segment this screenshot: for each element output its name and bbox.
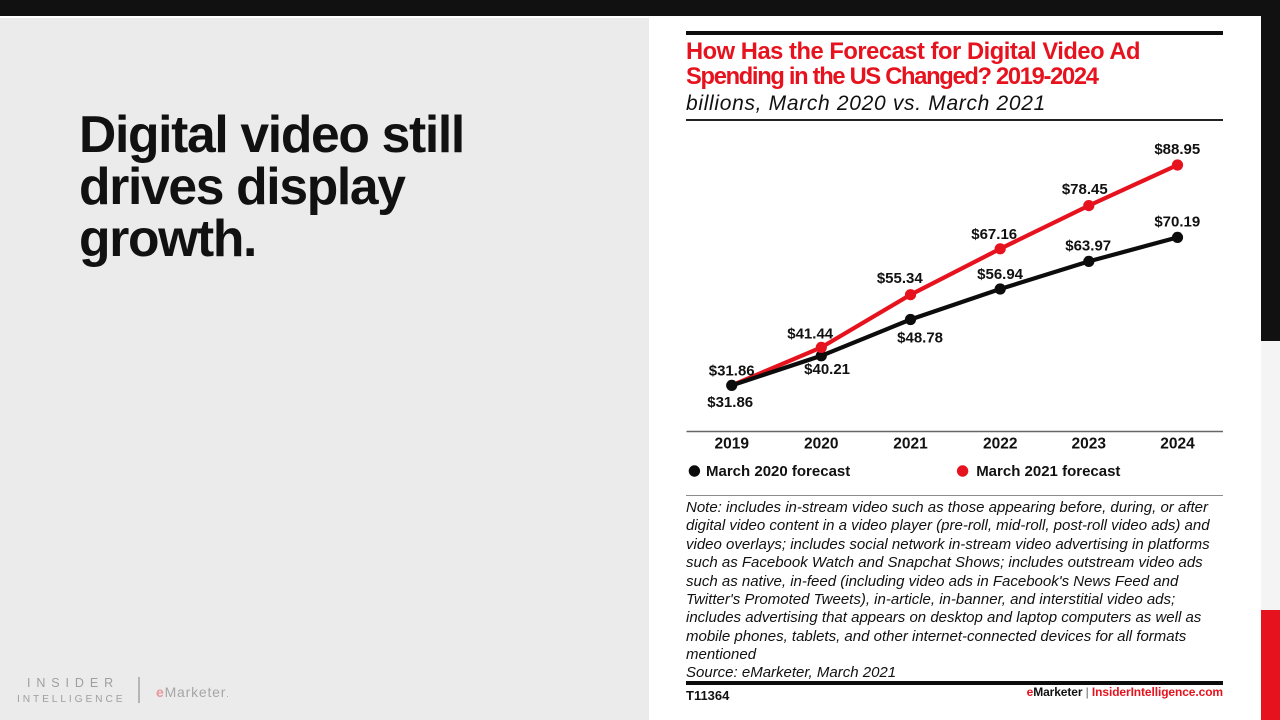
svg-text:March 2021 forecast: March 2021 forecast: [976, 463, 1120, 480]
svg-text:$55.34: $55.34: [877, 270, 924, 287]
svg-text:2024: 2024: [1160, 436, 1195, 453]
svg-text:$31.86: $31.86: [707, 394, 753, 411]
svg-text:$78.45: $78.45: [1062, 181, 1108, 198]
svg-text:2023: 2023: [1072, 436, 1107, 453]
svg-text:2019: 2019: [714, 436, 749, 453]
svg-text:2022: 2022: [983, 436, 1017, 453]
svg-text:2020: 2020: [804, 436, 838, 453]
svg-text:$70.19: $70.19: [1154, 214, 1200, 231]
svg-text:$63.97: $63.97: [1065, 237, 1111, 254]
svg-text:$31.86: $31.86: [709, 362, 755, 379]
svg-text:March 2020 forecast: March 2020 forecast: [706, 463, 850, 480]
svg-text:$41.44: $41.44: [787, 325, 834, 342]
svg-text:$48.78: $48.78: [897, 329, 943, 346]
svg-text:$56.94: $56.94: [977, 266, 1024, 283]
svg-text:2021: 2021: [893, 436, 928, 453]
svg-text:$40.21: $40.21: [804, 361, 850, 378]
svg-text:$88.95: $88.95: [1154, 141, 1200, 158]
svg-text:$67.16: $67.16: [971, 226, 1017, 243]
